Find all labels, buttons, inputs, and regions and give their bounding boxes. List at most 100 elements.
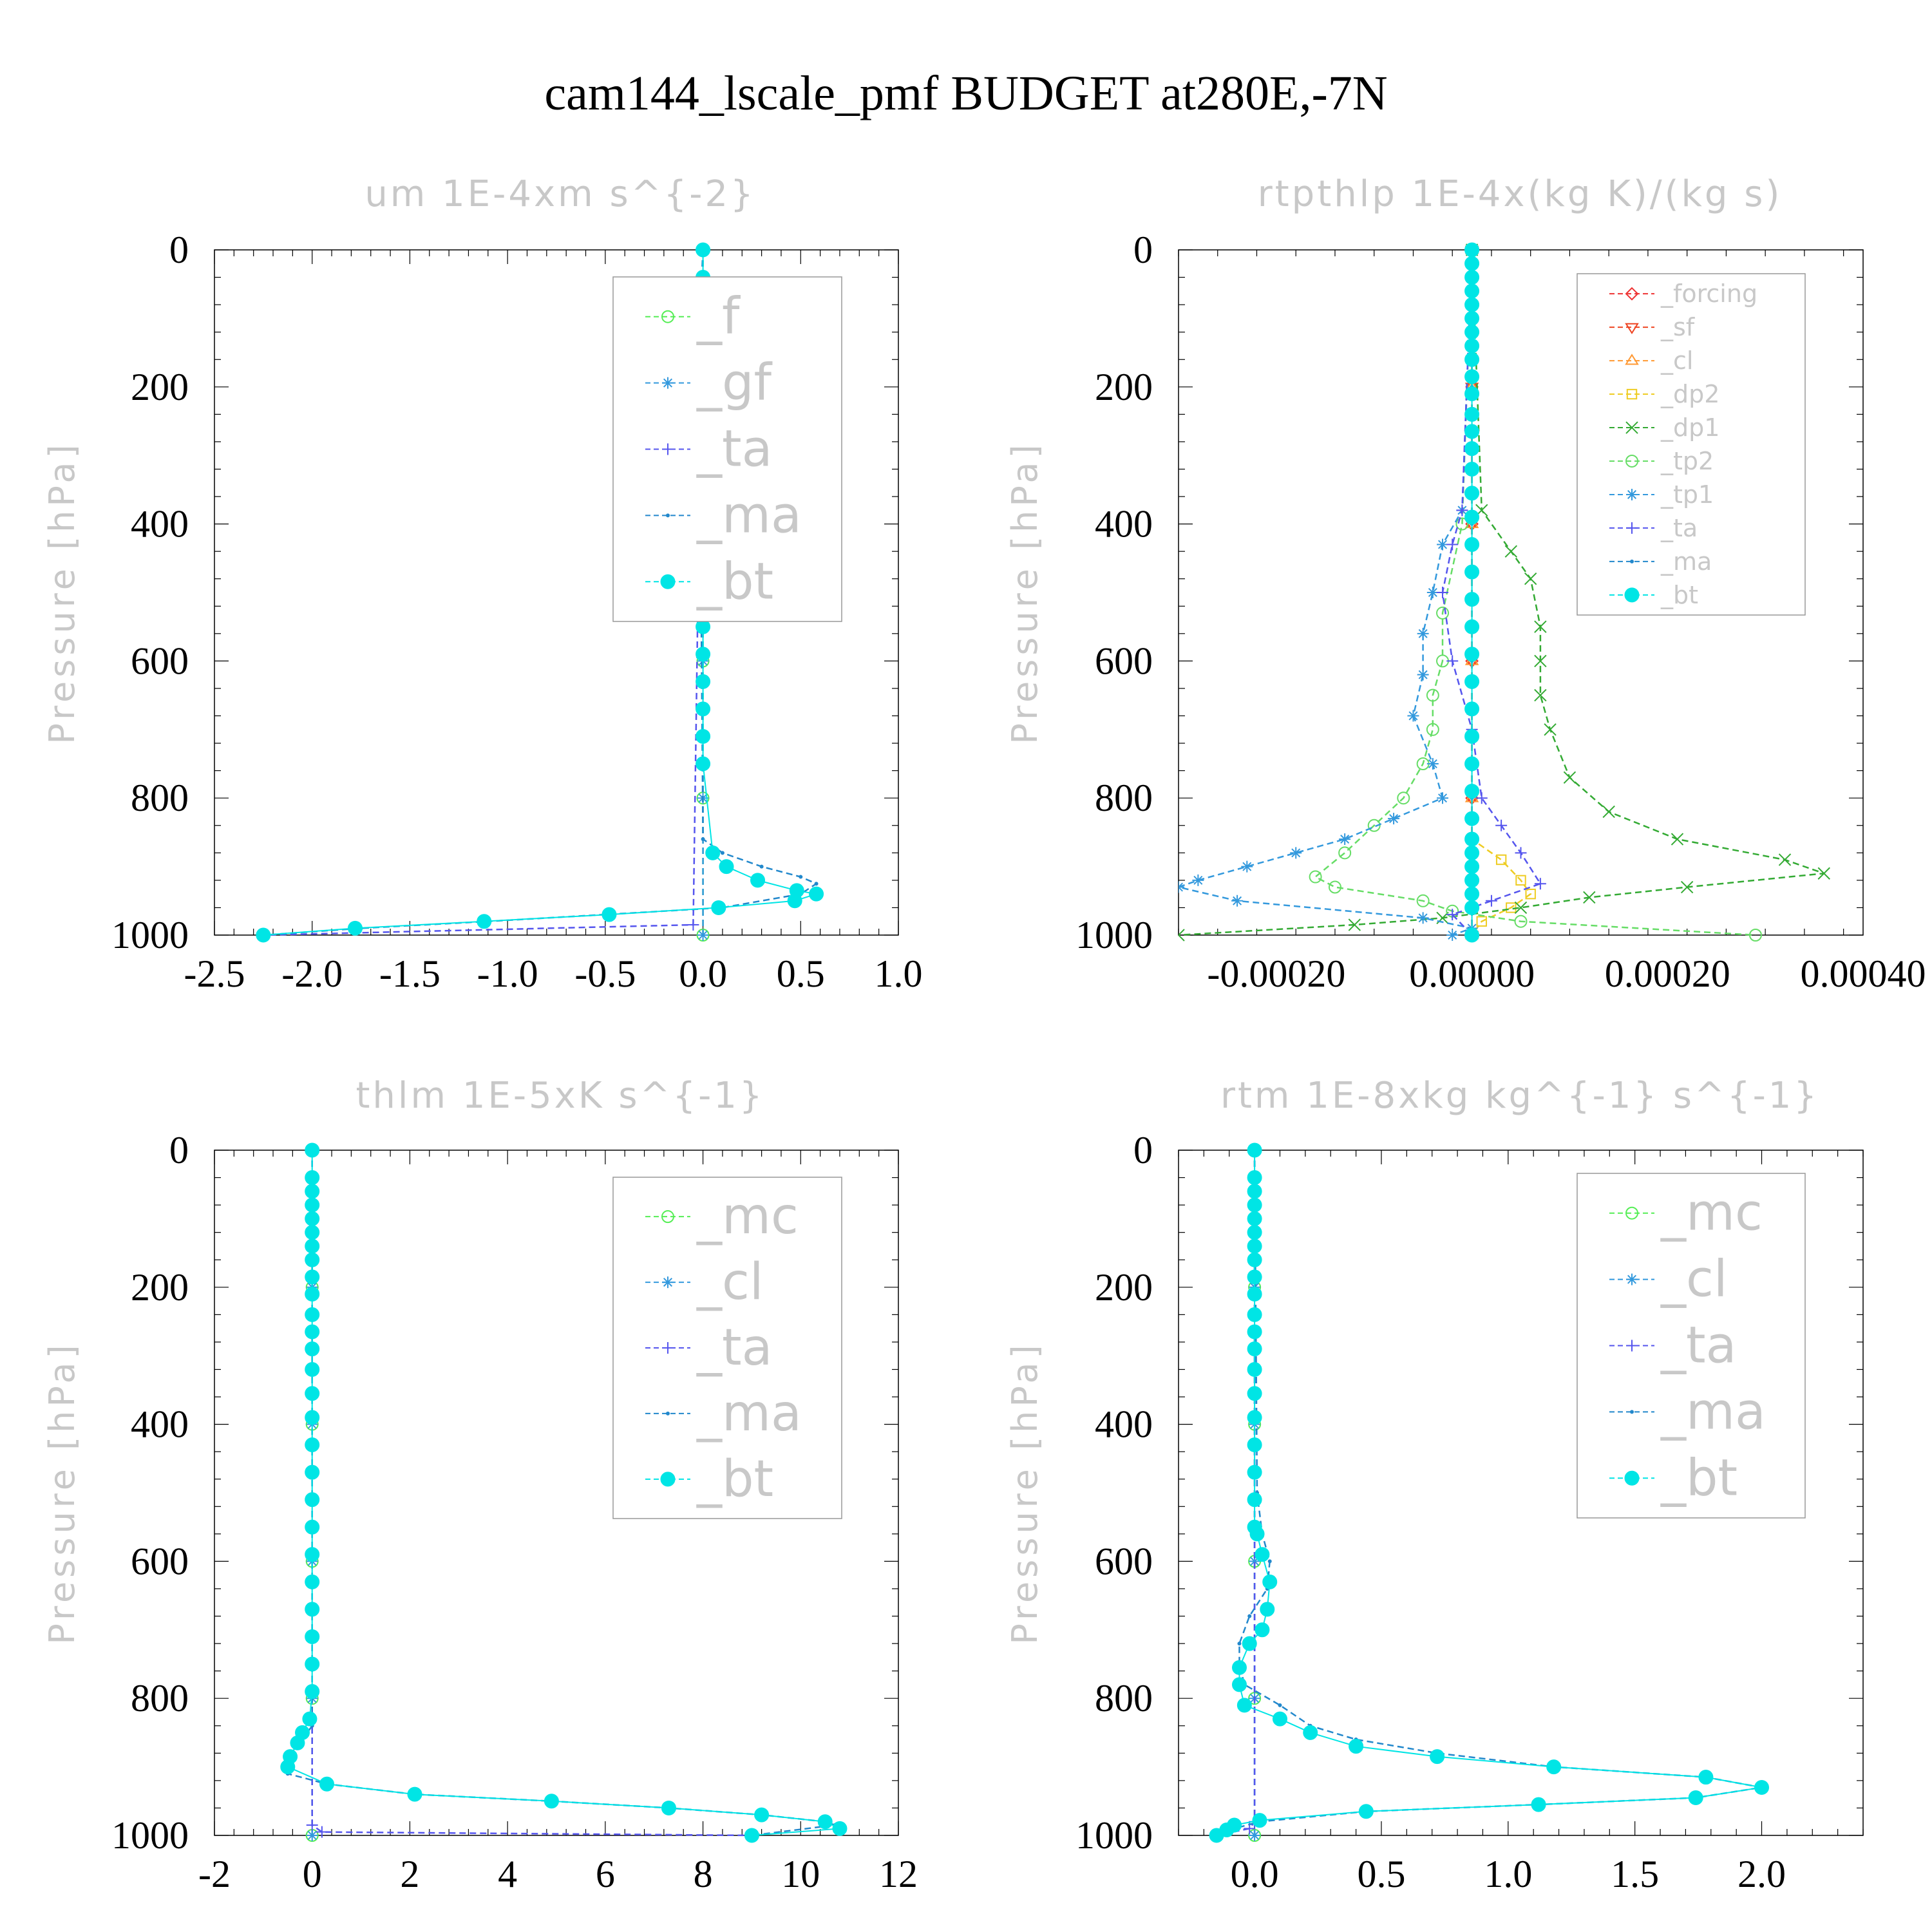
y-tick-label: 800 [131, 777, 189, 819]
legend-item: _ta [645, 421, 772, 478]
legend-label: _cl [696, 1253, 764, 1311]
series-line [311, 1150, 752, 1837]
legend-box [612, 276, 842, 622]
legend-item: _mc [1609, 1184, 1763, 1242]
legend-marker [1625, 421, 1638, 434]
data-point [1464, 509, 1480, 525]
y-tick-label: 600 [1095, 1540, 1153, 1582]
data-point [1237, 1642, 1242, 1646]
legend-marker [1625, 1206, 1638, 1220]
data-point [1236, 1698, 1252, 1713]
data-point [1464, 486, 1480, 501]
data-point [1534, 688, 1547, 702]
data-point [1455, 517, 1469, 531]
data-point [817, 1814, 833, 1830]
data-point [1247, 1341, 1262, 1357]
y-tick-label: 600 [131, 1540, 189, 1582]
legend-label: _bt [1660, 581, 1698, 609]
data-point [1464, 297, 1480, 312]
legend-box [1577, 273, 1806, 616]
legend-item: _bt [1609, 581, 1698, 609]
data-point [1446, 929, 1459, 941]
legend-label: _bt [696, 1450, 773, 1508]
data-point [1338, 846, 1352, 860]
data-point [1515, 875, 1526, 886]
data-point [1563, 771, 1577, 784]
data-point [1303, 1725, 1318, 1740]
data-point [1437, 587, 1449, 598]
x-tick-label: 12 [879, 1853, 918, 1895]
data-point [305, 1547, 320, 1562]
legend-box [1577, 1173, 1806, 1519]
data-point [305, 1170, 320, 1186]
legend-box [612, 1177, 842, 1519]
data-point [1417, 912, 1429, 924]
legend-marker [660, 574, 676, 589]
x-tick-label: 0.0 [1231, 1853, 1279, 1895]
data-point [1262, 1574, 1278, 1589]
x-tick-label: 0 [303, 1853, 322, 1895]
data-point [1495, 854, 1507, 866]
legend-item: _cl [1609, 346, 1693, 375]
data-point [1464, 784, 1480, 799]
data-point [1247, 1286, 1262, 1302]
series-line [1441, 249, 1542, 936]
data-point [1388, 813, 1400, 825]
data-point [1534, 620, 1547, 633]
legend-marker [1625, 323, 1639, 335]
data-point [1525, 888, 1536, 900]
data-point [319, 1776, 334, 1792]
y-tick-label: 600 [131, 639, 189, 682]
data-point [750, 873, 766, 888]
data-point [1602, 805, 1615, 819]
data-point [696, 242, 711, 258]
y-tick-label: 400 [131, 503, 189, 545]
y-tick-label: 400 [1095, 1403, 1153, 1446]
data-point [1464, 338, 1480, 354]
legend-label: _forcing [1660, 279, 1757, 308]
y-tick-label: 200 [131, 1266, 189, 1309]
data-point [305, 1252, 320, 1267]
data-point [1456, 504, 1468, 516]
legend-label: _mc [696, 1188, 799, 1245]
data-point [1247, 1614, 1252, 1618]
x-tick-label: 8 [694, 1853, 713, 1895]
data-point [1267, 1559, 1272, 1564]
data-point [305, 1184, 320, 1199]
data-point [1426, 758, 1439, 770]
axes: 0 200 400 600 800 1000-2.5 -2.0 -1.5 -1.0 -0.5 0.0… [111, 229, 923, 995]
data-point [696, 701, 711, 717]
legend-marker [660, 1472, 676, 1487]
y-tick-label: 400 [131, 1403, 189, 1446]
legend-label: _dp2 [1660, 380, 1719, 408]
data-point [1485, 895, 1497, 907]
data-point [1247, 1410, 1262, 1425]
data-point [1247, 1252, 1262, 1267]
legend-label: _dp1 [1660, 413, 1719, 442]
x-tick-label: 1.0 [1484, 1853, 1532, 1895]
legend-item: _tp1 [1609, 480, 1714, 509]
data-point [696, 756, 711, 772]
data-point [305, 1225, 320, 1240]
data-point [1583, 891, 1596, 904]
series-line [1471, 250, 1532, 936]
data-point [1464, 242, 1480, 258]
data-point [1255, 1622, 1270, 1638]
legend-item: _bt [645, 1450, 773, 1508]
data-point [720, 851, 724, 855]
data-point [1524, 573, 1537, 585]
legend-label: _ta [696, 421, 772, 478]
data-point [1260, 1602, 1275, 1617]
data-point [1348, 918, 1361, 931]
legend-marker [1630, 1410, 1634, 1414]
data-point [305, 1684, 320, 1700]
data-point [1407, 710, 1419, 722]
data-point [1247, 1464, 1262, 1480]
legend: _mc _cl _ta _ma _bt [612, 1177, 842, 1519]
data-point [306, 1819, 318, 1832]
data-point [1464, 674, 1480, 689]
data-point [1247, 1386, 1262, 1401]
x-tick-label: 6 [596, 1853, 615, 1895]
data-point [799, 875, 803, 879]
data-point [1748, 929, 1762, 942]
